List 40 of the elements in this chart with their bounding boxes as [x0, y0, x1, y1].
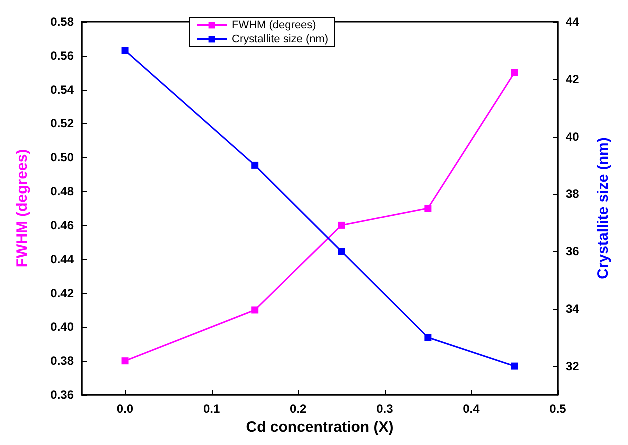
y-tick-label: 0.46 [50, 218, 74, 232]
point [338, 222, 346, 229]
y2-tick-label: 38 [566, 187, 580, 202]
y-tick-label: 0.48 [50, 184, 74, 199]
x-tick-label: 0.0 [116, 402, 134, 416]
y-tick-label: 0.42 [50, 286, 74, 300]
y2-tick-label: 32 [566, 359, 580, 374]
y-tick-label: 0.52 [50, 116, 74, 131]
y2-tick-label: 44 [566, 15, 580, 29]
y-axis-title: FWHM (degrees) [14, 149, 31, 268]
point [424, 205, 432, 212]
x-axis-title: Cd concentration (X) [246, 418, 394, 436]
point [252, 306, 259, 314]
y2-tick-label: 34 [566, 302, 580, 316]
y2-axis-title: Crystallite size (nm) [595, 138, 612, 280]
y2-tick-label: 40 [566, 130, 580, 144]
y-tick-label: 0.50 [50, 150, 74, 165]
point [511, 362, 518, 370]
y-tick-label: 0.36 [50, 388, 74, 402]
y2-tick-label: 36 [566, 244, 580, 259]
y-tick-label: 0.40 [50, 320, 74, 334]
point [122, 47, 129, 54]
y-tick-label: 0.58 [50, 15, 74, 29]
x-tick-label: 0.5 [550, 402, 567, 416]
y-tick-label: 0.56 [50, 48, 74, 63]
x-tick-label: 0.1 [203, 402, 220, 416]
y-tick-label: 0.54 [50, 82, 74, 97]
x-tick-label: 0.4 [463, 402, 480, 416]
point [338, 248, 346, 256]
legend-label: FWHM (degrees) [232, 20, 316, 32]
point [122, 358, 129, 365]
legend-label: Crystallite size (nm) [232, 34, 329, 46]
y-tick-label: 0.38 [50, 354, 74, 368]
point [424, 334, 432, 342]
y2-tick-label: 42 [566, 72, 580, 86]
x-tick-label: 0.2 [290, 402, 308, 416]
x-tick-label: 0.3 [376, 402, 394, 416]
y-tick-label: 0.44 [50, 252, 74, 266]
point [511, 69, 518, 76]
point [252, 162, 259, 169]
